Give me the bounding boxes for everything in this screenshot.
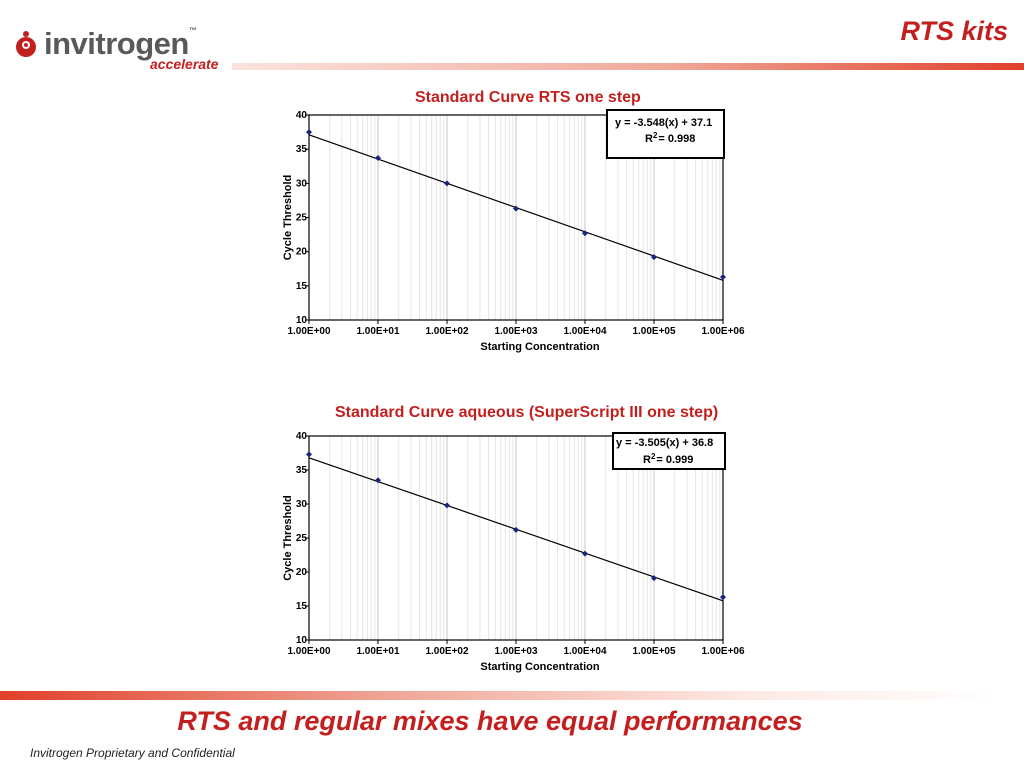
chart-2-r-squared-value: = 0.999 — [656, 454, 693, 466]
chart-2-y-tick-label: 10 — [296, 635, 308, 646]
chart-1-x-axis-label: Starting Concentration — [480, 341, 599, 353]
chart-1-r-squared-prefix: R — [645, 133, 653, 145]
chart-2-r-squared-superscript: 2 — [651, 452, 656, 461]
chart-1-data-point — [651, 254, 657, 261]
chart-1-equation-box — [606, 109, 725, 159]
chart-2-y-tick-label: 25 — [296, 533, 308, 544]
logo-wordmark: invitrogen™ — [44, 26, 197, 62]
chart-1-x-tick-label: 1.00E+01 — [356, 326, 400, 337]
chart-1-x-tick-label: 1.00E+05 — [632, 326, 676, 337]
chart-2-x-tick-label: 1.00E+05 — [632, 646, 676, 657]
chart-2-title: Standard Curve aqueous (SuperScript III … — [335, 404, 719, 421]
chart-2-y-axis-label: Cycle Threshold — [282, 495, 294, 581]
chart-2-y-tick-label: 30 — [296, 499, 308, 510]
chart-1-r-squared-superscript: 2 — [653, 131, 658, 140]
chart-1-y-tick-label: 15 — [296, 281, 308, 292]
chart-2-data-point — [720, 594, 726, 601]
chart-2-data-point — [375, 477, 381, 484]
chart-2-x-axis-label: Starting Concentration — [480, 661, 599, 673]
chart-1-x-tick-label: 1.00E+06 — [701, 326, 745, 337]
chart-2-equation-text: y = -3.505(x) + 36.8 — [616, 437, 713, 449]
chart-1-data-point — [375, 155, 381, 162]
chart-1-data-point — [720, 273, 726, 280]
chart-1-data-point — [513, 205, 519, 212]
chart-2-x-tick-label: 1.00E+04 — [563, 646, 607, 657]
logo-trademark: ™ — [188, 26, 197, 35]
chart-2-x-tick-label: 1.00E+06 — [701, 646, 745, 657]
chart-1-r-squared-text: R2= 0.998 — [645, 131, 695, 145]
chart-1-gridlines — [329, 115, 721, 320]
chart-1-data-point — [306, 129, 312, 136]
chart-1-data-point — [444, 180, 450, 187]
chart-1-r-squared-value: = 0.998 — [658, 133, 695, 145]
chart-1-y-tick-label: 10 — [296, 315, 308, 326]
chart-1-title: Standard Curve RTS one step — [415, 89, 641, 106]
chart-1-equation-text: y = -3.548(x) + 37.1 — [615, 117, 712, 129]
chart-2-r-squared-text: R2= 0.999 — [643, 452, 693, 466]
footer-confidential: Invitrogen Proprietary and Confidential — [30, 746, 235, 760]
chart-2-data-point — [306, 451, 312, 458]
chart-2-y-tick-label: 15 — [296, 601, 308, 612]
chart-2-y-tick-label: 20 — [296, 567, 308, 578]
invitrogen-logo-icon — [16, 31, 36, 57]
chart-2-x-tick-label: 1.00E+00 — [287, 646, 331, 657]
chart-1-x-tick-label: 1.00E+03 — [494, 326, 538, 337]
chart-1-y-tick-label: 40 — [296, 110, 308, 121]
chart-2-data-point — [651, 575, 657, 582]
chart-2-data-point — [582, 550, 588, 557]
chart-2-x-tick-label: 1.00E+01 — [356, 646, 400, 657]
chart-2-x-tick-label: 1.00E+02 — [425, 646, 469, 657]
chart-1-x-tick-label: 1.00E+02 — [425, 326, 469, 337]
page-title: RTS kits — [900, 16, 1008, 46]
invitrogen-logo: invitrogen™ accelerate — [14, 24, 234, 76]
logo-tagline: accelerate — [150, 56, 219, 72]
chart-1-x-tick-label: 1.00E+00 — [287, 326, 331, 337]
logo-text: invitrogen — [44, 26, 189, 61]
chart-2-data-point — [513, 526, 519, 533]
chart-1-y-axis-label: Cycle Threshold — [282, 175, 294, 261]
chart-2-r-squared-prefix: R — [643, 454, 651, 466]
header-divider — [232, 63, 1024, 70]
chart-2-y-tick-label: 35 — [296, 465, 308, 476]
chart-1-data-point — [582, 230, 588, 237]
chart-2-data-point — [444, 502, 450, 509]
footer-divider — [0, 691, 1000, 700]
chart-2-x-tick-label: 1.00E+03 — [494, 646, 538, 657]
conclusion-text: RTS and regular mixes have equal perform… — [177, 706, 803, 736]
chart-1-y-tick-label: 30 — [296, 178, 308, 189]
chart-1-y-tick-label: 25 — [296, 213, 308, 224]
chart-1-y-tick-label: 35 — [296, 144, 308, 155]
chart-1-x-tick-label: 1.00E+04 — [563, 326, 607, 337]
chart-2-y-tick-label: 40 — [296, 431, 308, 442]
chart-1-y-tick-label: 20 — [296, 247, 308, 258]
chart-2-gridlines — [329, 436, 721, 640]
chart-2-equation-box — [612, 432, 726, 470]
